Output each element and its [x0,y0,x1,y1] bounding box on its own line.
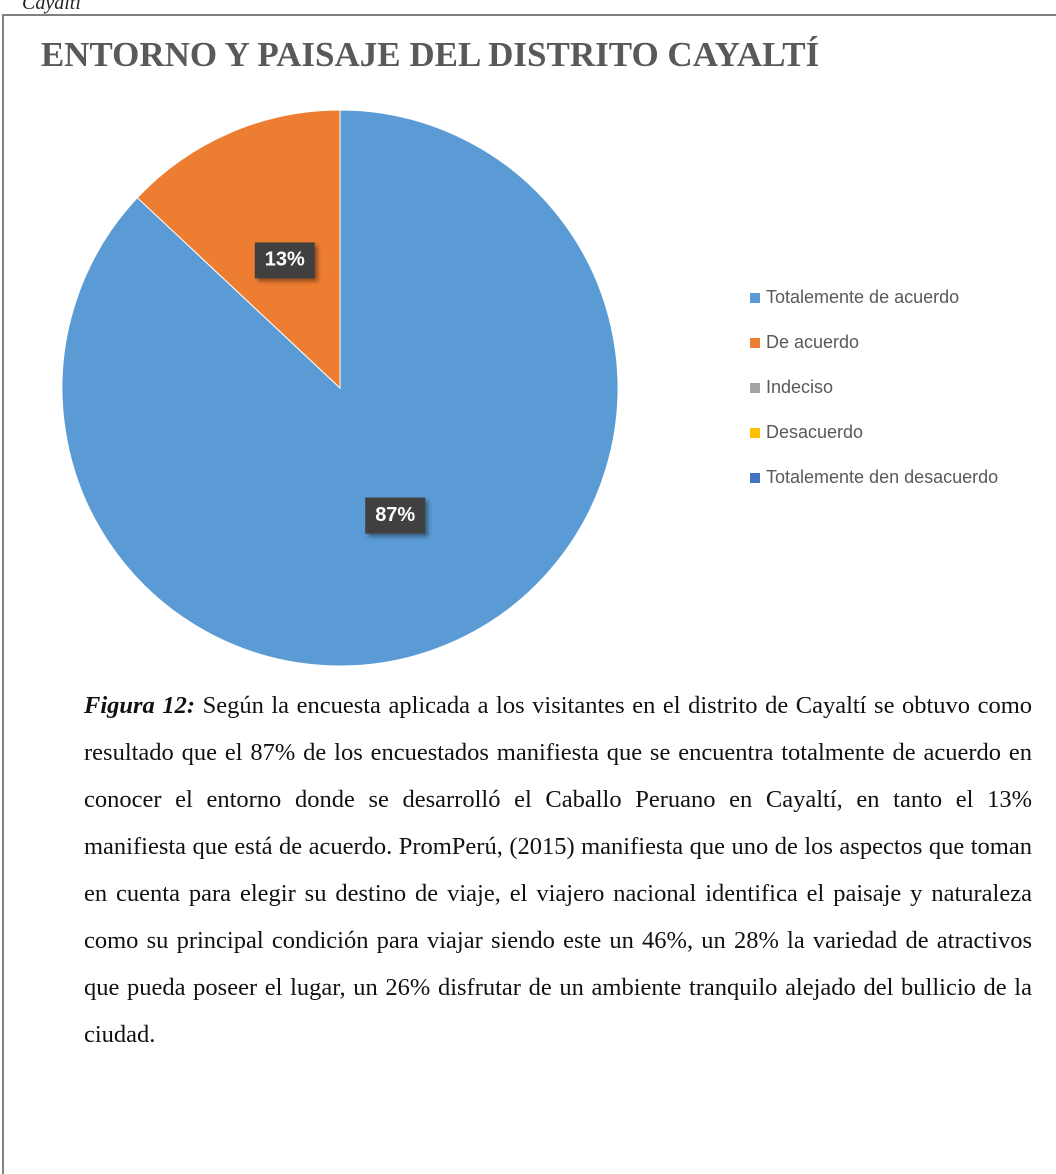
legend-swatch [750,473,760,483]
legend-swatch [750,428,760,438]
chart-title: ENTORNO Y PAISAJE DEL DISTRITO CAYALTÍ [41,35,819,74]
legend-swatch [750,293,760,303]
data-label-box [365,497,426,534]
pie-slice [136,109,341,390]
legend-label: Totalemente den desacuerdo [766,467,998,487]
legend-swatch [750,338,760,348]
legend-label: Indeciso [766,377,833,397]
frame [2,14,1056,1174]
caption: Figura 12: Según la encuesta aplicada a … [84,682,1032,1058]
legend-swatch [750,383,760,393]
caption-label: Figura 12: [84,692,196,719]
data-label: 13% [265,249,305,271]
caption-text: Según la encuesta aplicada a los visitan… [84,692,1033,1048]
data-label: 87% [375,504,415,526]
legend-label: Desacuerdo [766,422,863,442]
data-label-box [254,242,315,279]
header: Cayaltí [22,0,81,14]
chart: ENTORNO Y PAISAJE DEL DISTRITO CAYALTÍ 8… [41,35,998,667]
legend-label: De acuerdo [766,332,859,352]
legend-label: Totalemente de acuerdo [766,287,959,307]
